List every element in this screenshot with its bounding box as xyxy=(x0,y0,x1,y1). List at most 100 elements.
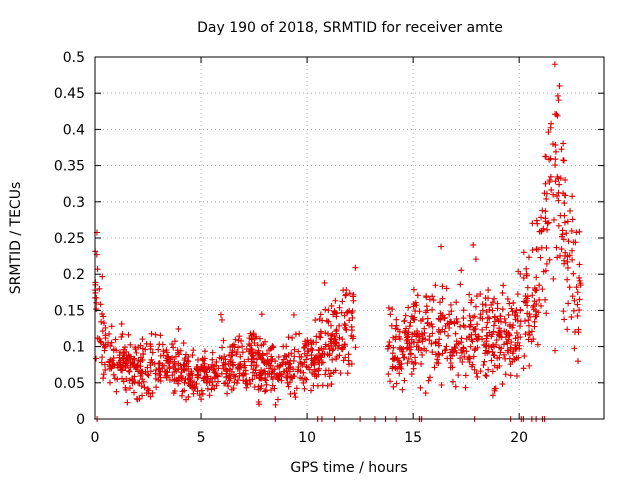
data-point xyxy=(512,342,519,349)
data-point xyxy=(313,339,320,346)
data-point xyxy=(224,390,231,397)
data-point xyxy=(534,220,541,227)
data-point xyxy=(147,393,154,400)
data-point xyxy=(266,347,273,354)
data-point xyxy=(412,354,419,361)
data-point xyxy=(352,264,359,271)
data-point xyxy=(291,346,298,353)
data-point xyxy=(272,401,279,408)
data-point xyxy=(568,314,575,321)
data-point xyxy=(325,307,332,314)
data-point xyxy=(257,385,264,392)
data-point xyxy=(315,359,322,366)
data-point xyxy=(543,153,550,160)
data-point xyxy=(528,328,535,335)
data-point xyxy=(167,356,174,363)
data-point xyxy=(439,326,446,333)
data-point xyxy=(317,311,324,318)
data-point xyxy=(462,323,469,330)
data-point xyxy=(116,349,123,356)
data-point xyxy=(564,218,571,225)
data-point xyxy=(429,306,436,313)
data-point xyxy=(148,356,155,363)
data-point xyxy=(129,375,136,382)
data-point xyxy=(196,392,203,399)
data-point xyxy=(262,377,269,384)
data-point xyxy=(181,379,188,386)
data-point xyxy=(308,387,315,394)
data-point xyxy=(472,303,479,310)
data-point xyxy=(153,384,160,391)
data-point xyxy=(513,329,520,336)
data-point xyxy=(483,324,490,331)
data-point xyxy=(336,322,343,329)
data-point xyxy=(558,146,565,153)
data-point xyxy=(288,350,295,357)
data-point xyxy=(410,286,417,293)
data-point xyxy=(131,379,138,386)
data-point xyxy=(435,342,442,349)
data-point xyxy=(534,246,541,253)
data-point xyxy=(421,329,428,336)
data-point xyxy=(123,348,130,355)
data-point xyxy=(393,316,400,323)
data-point xyxy=(469,338,476,345)
data-point xyxy=(236,364,243,371)
data-point xyxy=(467,317,474,324)
data-point xyxy=(124,362,131,369)
data-point xyxy=(429,330,436,337)
data-point xyxy=(405,304,412,311)
data-point xyxy=(235,344,242,351)
data-point xyxy=(244,381,251,388)
data-point xyxy=(459,358,466,365)
data-point xyxy=(200,357,207,364)
data-point xyxy=(139,392,146,399)
data-point xyxy=(412,359,419,366)
data-point xyxy=(209,378,216,385)
data-point xyxy=(569,256,576,263)
data-point xyxy=(342,292,349,299)
data-point xyxy=(300,379,307,386)
data-point xyxy=(514,313,521,320)
data-point xyxy=(214,373,221,380)
data-point xyxy=(156,371,163,378)
data-point xyxy=(530,304,537,311)
data-point xyxy=(442,346,449,353)
data-point xyxy=(576,277,583,284)
data-point xyxy=(127,353,134,360)
data-point xyxy=(348,332,355,339)
data-point xyxy=(278,371,285,378)
data-point xyxy=(166,376,173,383)
data-point xyxy=(425,377,432,384)
data-point xyxy=(331,308,338,315)
data-point xyxy=(466,291,473,298)
data-point xyxy=(118,333,125,340)
data-point xyxy=(106,359,113,366)
data-point xyxy=(471,313,478,320)
data-point xyxy=(388,322,395,329)
data-point xyxy=(172,353,179,360)
data-point xyxy=(395,333,402,340)
data-point xyxy=(339,336,346,343)
data-point xyxy=(136,395,143,402)
data-point xyxy=(188,370,195,377)
data-point xyxy=(189,352,196,359)
data-point xyxy=(256,375,263,382)
data-point xyxy=(203,373,210,380)
data-point xyxy=(473,370,480,377)
data-point xyxy=(525,254,532,261)
data-point xyxy=(271,385,278,392)
data-point xyxy=(300,344,307,351)
data-point xyxy=(410,303,417,310)
data-point xyxy=(209,361,216,368)
data-point xyxy=(526,322,533,329)
data-point xyxy=(246,341,253,348)
data-point xyxy=(336,334,343,341)
data-point xyxy=(219,344,226,351)
data-point xyxy=(564,258,571,265)
data-point xyxy=(220,337,227,344)
data-point xyxy=(489,368,496,375)
data-point xyxy=(97,338,104,345)
data-point xyxy=(346,290,353,297)
data-point xyxy=(107,356,114,363)
